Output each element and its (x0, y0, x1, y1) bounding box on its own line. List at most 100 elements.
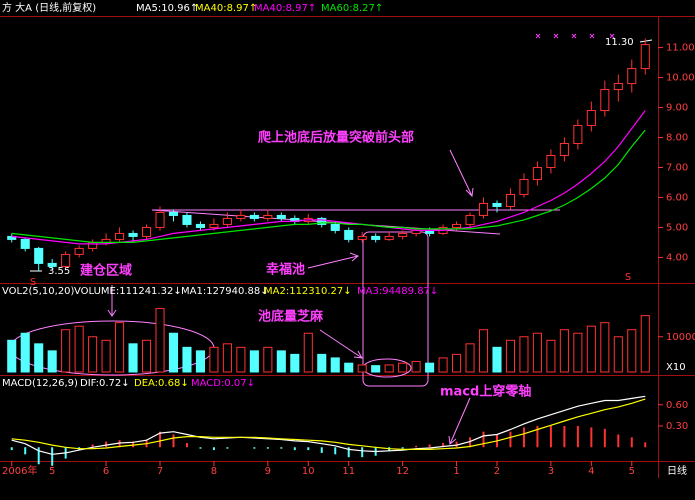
line (11, 129, 646, 243)
unit-label: X10 (666, 362, 686, 373)
volume-bar (74, 325, 84, 373)
indicator-label: MA40:8.97↑ (195, 3, 257, 14)
candle-body (61, 253, 71, 267)
candle-body (398, 232, 408, 237)
chart-layer: 方 大A (日线,前复权) MA5:10.96↑MA40:8.97↑MA40:8.… (2, 1, 695, 477)
annotation: 3.55 (48, 266, 70, 277)
x-tick-label: 8 (211, 466, 217, 477)
arrow (107, 285, 117, 317)
volume-bar (34, 343, 44, 373)
volume-bar (627, 329, 637, 373)
candle-body (276, 214, 286, 219)
volume-bar (425, 362, 435, 373)
candle-body (371, 235, 381, 240)
volume-bar (640, 315, 650, 373)
y-tick-label: 4.00 (666, 252, 688, 263)
candle-body (357, 235, 367, 240)
indicator-label: MACD:0.07↓ (191, 378, 255, 389)
annotation: 爬上池底后放量突破前头部 (257, 130, 414, 146)
candle-body (168, 211, 179, 216)
box (362, 231, 429, 387)
x-tick-label: 5 (49, 466, 55, 477)
arrow (639, 39, 653, 43)
candle-body (155, 211, 165, 228)
candle-body (492, 202, 502, 207)
overlay (9, 33, 653, 445)
candle-body (222, 217, 232, 225)
volume-bar (115, 322, 125, 373)
volume-bar (586, 325, 596, 373)
volume-bar (452, 353, 462, 373)
candle-body (74, 247, 84, 255)
arrow (307, 252, 359, 269)
volume-bar (398, 362, 408, 373)
volume-bar (600, 322, 610, 373)
panel-frames (0, 16, 695, 478)
volume-bar (465, 343, 475, 373)
x-tick-label: 12 (396, 466, 409, 477)
volume-bar (411, 360, 421, 373)
y-tick-label: 10.00 (666, 73, 695, 84)
candle-body (573, 125, 583, 145)
y-tick-label: 7.00 (666, 162, 688, 173)
x-tick-label: 2006年 (2, 464, 37, 477)
candle-body (613, 83, 623, 91)
volume-bar (128, 343, 138, 373)
volume-bar (290, 353, 300, 373)
volume-bar (505, 339, 516, 373)
volume-bar (344, 362, 354, 373)
candle-body (344, 229, 354, 240)
y-tick-label: 6.00 (666, 192, 688, 203)
x-tick-label: 9 (265, 466, 271, 477)
annotation: 11.30 (605, 37, 634, 48)
indicator-label: MA40:8.97↑ (254, 3, 316, 14)
candle-body (34, 247, 44, 264)
volume-bar (155, 308, 165, 373)
volume-bar (573, 332, 583, 373)
candle-body (330, 223, 340, 231)
annotation: 建仓区域 (80, 263, 132, 279)
y-tick-label: 11.00 (666, 43, 695, 54)
arrow (449, 149, 474, 198)
line (11, 395, 646, 455)
volume-bar (249, 350, 259, 373)
volume-bar (222, 343, 232, 373)
candle-body (128, 232, 138, 237)
annotation: 幸福池 (266, 262, 305, 278)
candle-body (47, 262, 57, 267)
arrow (319, 329, 363, 359)
volume-bar (7, 339, 17, 373)
candle-body (236, 214, 246, 219)
volume-bar (168, 332, 179, 373)
volume-bar (532, 332, 542, 373)
y-tick-label: 5.00 (666, 222, 688, 233)
indicator-label: DEA:0.68↓ (134, 378, 189, 389)
candle-body (546, 154, 556, 168)
candle-body (263, 214, 273, 219)
volume-bar (303, 332, 313, 373)
candle-body (505, 193, 516, 207)
candle-body (182, 214, 192, 225)
candle-body (115, 232, 125, 240)
volume-bar (20, 332, 30, 373)
volume-bar (384, 364, 394, 373)
volume-bar (546, 339, 556, 373)
candle-body (519, 178, 529, 195)
volume-bar (88, 336, 98, 373)
volume-bar (330, 357, 340, 373)
x-tick-label: 7 (157, 466, 163, 477)
y-tick-label: 10000 (666, 332, 695, 343)
annotation: S (30, 277, 36, 288)
y-tick-label: 0.60 (666, 400, 688, 411)
annotation: 池底量芝麻 (258, 309, 324, 325)
volume-bar (236, 346, 246, 373)
x-tick-label: 4 (588, 466, 594, 477)
volume-bar (519, 336, 529, 373)
volume-bar (317, 353, 327, 373)
candle-body (465, 214, 475, 225)
candle-body (586, 110, 596, 127)
annotation: macd上穿零轴 (440, 384, 531, 400)
line (11, 398, 646, 450)
